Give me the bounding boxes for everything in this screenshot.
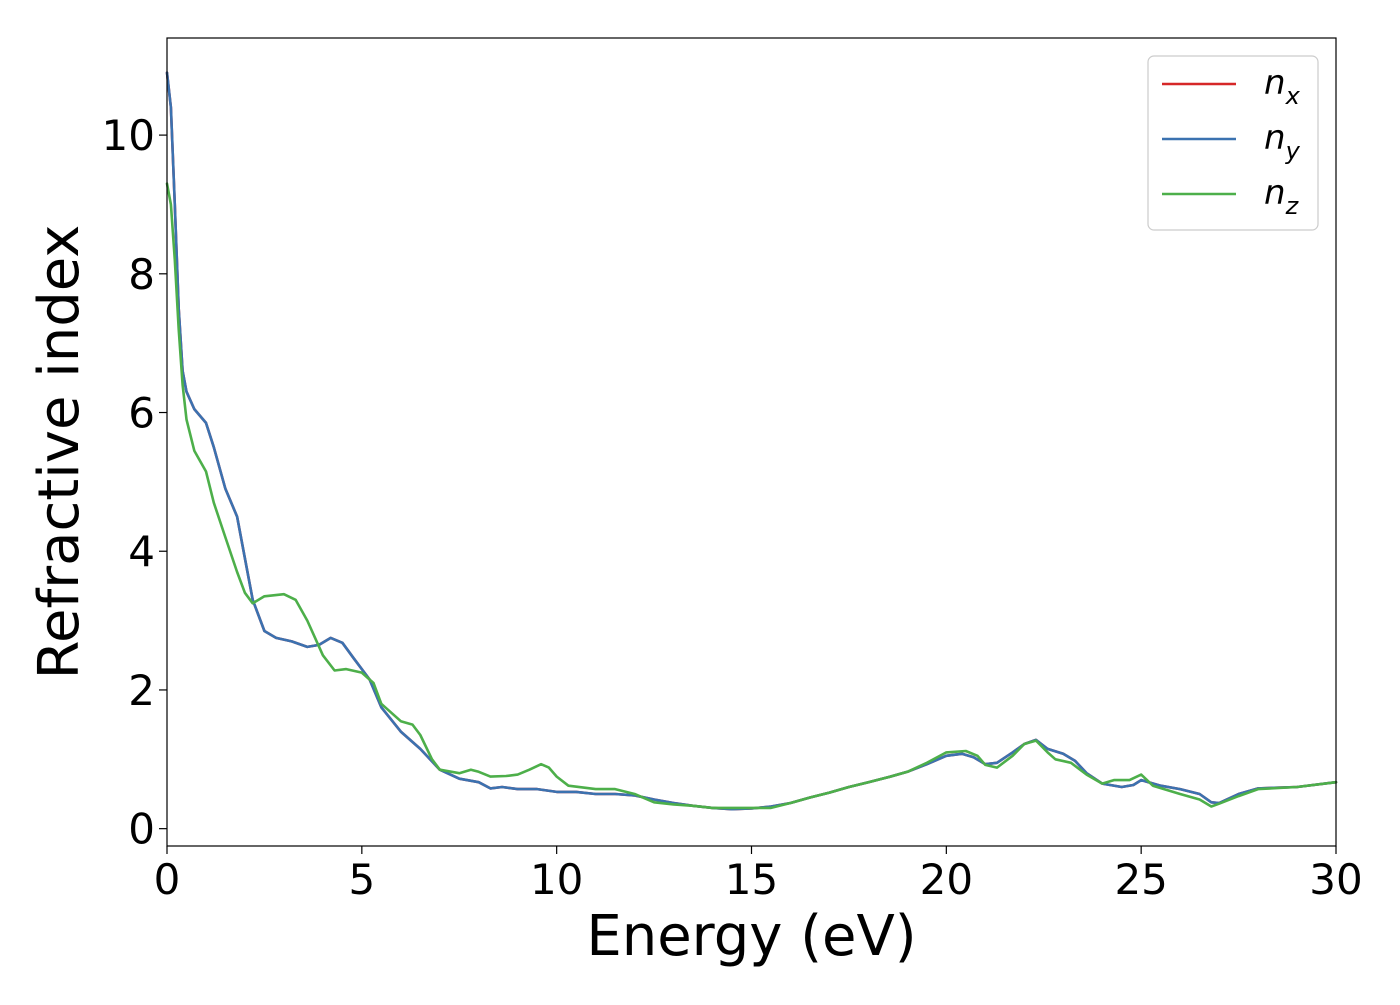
x-tick-label: 15 [725,855,778,904]
x-tick-label: 30 [1309,855,1362,904]
y-tick-label: 0 [128,805,155,854]
y-tick-label: 8 [128,250,155,299]
x-tick-label: 25 [1114,855,1167,904]
x-tick-label: 20 [920,855,973,904]
series-line-nz [165,182,1338,810]
y-tick-label: 10 [102,111,155,160]
x-tick-label: 5 [348,855,375,904]
y-axis: 0 2 4 6 8 10 [102,111,167,854]
legend-label-nx: nx [1264,63,1301,110]
legend-box [1147,55,1319,231]
legend-label-nz: nz [1264,173,1300,220]
legend: nx ny nz [1147,55,1319,231]
x-axis-title: Energy (eV) [586,904,916,969]
y-tick-label: 2 [128,666,155,715]
x-tick-label: 0 [154,855,181,904]
y-axis-title: Refractive index [27,225,92,680]
x-tick-label: 10 [530,855,583,904]
y-tick-label: 4 [128,527,155,576]
x-axis: 0 5 10 15 20 25 30 [154,846,1363,904]
y-tick-label: 6 [128,389,155,438]
legend-label-ny: ny [1264,118,1301,165]
series-layer [165,71,1338,811]
